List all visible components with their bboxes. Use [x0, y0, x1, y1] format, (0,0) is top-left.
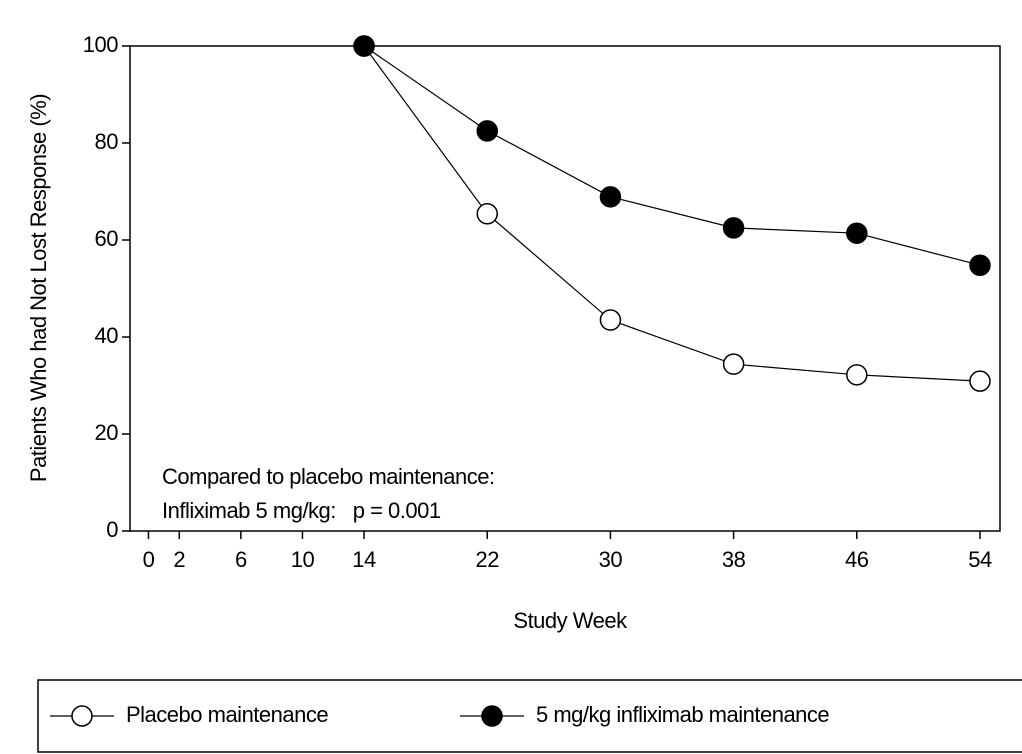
- legend-box: [37, 679, 1022, 753]
- x-tick-label: 0: [143, 547, 155, 572]
- x-tick-label: 2: [173, 547, 185, 572]
- annotation: Infliximab 5 mg/kg: p = 0.001: [162, 498, 441, 523]
- x-tick-label: 54: [968, 547, 992, 572]
- legend-label: 5 mg/kg infliximab maintenance: [536, 702, 829, 727]
- y-tick-label: 60: [95, 226, 119, 251]
- data-point: [846, 364, 868, 386]
- y-tick-label: 100: [83, 32, 118, 57]
- data-point: [476, 120, 498, 142]
- x-tick-label: 6: [235, 547, 247, 572]
- data-point: [476, 203, 498, 225]
- plot-frame: [129, 45, 1001, 532]
- data-point: [353, 35, 375, 57]
- data-point: [599, 186, 622, 208]
- y-tick-label: 20: [95, 420, 119, 445]
- y-tick-label: 80: [95, 129, 119, 154]
- x-tick-label: 22: [475, 547, 499, 572]
- data-point: [599, 309, 622, 331]
- data-point: [969, 254, 991, 276]
- x-axis-label: Study Week: [513, 608, 628, 633]
- x-tick-label: 14: [352, 547, 376, 572]
- y-tick-label: 40: [95, 323, 119, 348]
- legend-label: Placebo maintenance: [126, 702, 328, 727]
- annotation: Compared to placebo maintenance:: [162, 464, 495, 489]
- legend-marker: [481, 705, 503, 727]
- x-tick-label: 46: [845, 547, 869, 572]
- data-point: [722, 353, 745, 375]
- x-tick-label: 30: [599, 547, 623, 572]
- x-tick-label: 10: [291, 547, 315, 572]
- y-axis-label: Patients Who had Not Lost Response (%): [26, 94, 51, 482]
- data-point: [969, 370, 991, 392]
- legend-marker: [71, 705, 93, 727]
- x-tick-label: 38: [722, 547, 746, 572]
- data-point: [722, 217, 745, 239]
- series-line: [363, 45, 981, 266]
- series-line: [363, 45, 981, 382]
- data-point: [846, 222, 868, 244]
- y-tick-label: 0: [106, 517, 118, 542]
